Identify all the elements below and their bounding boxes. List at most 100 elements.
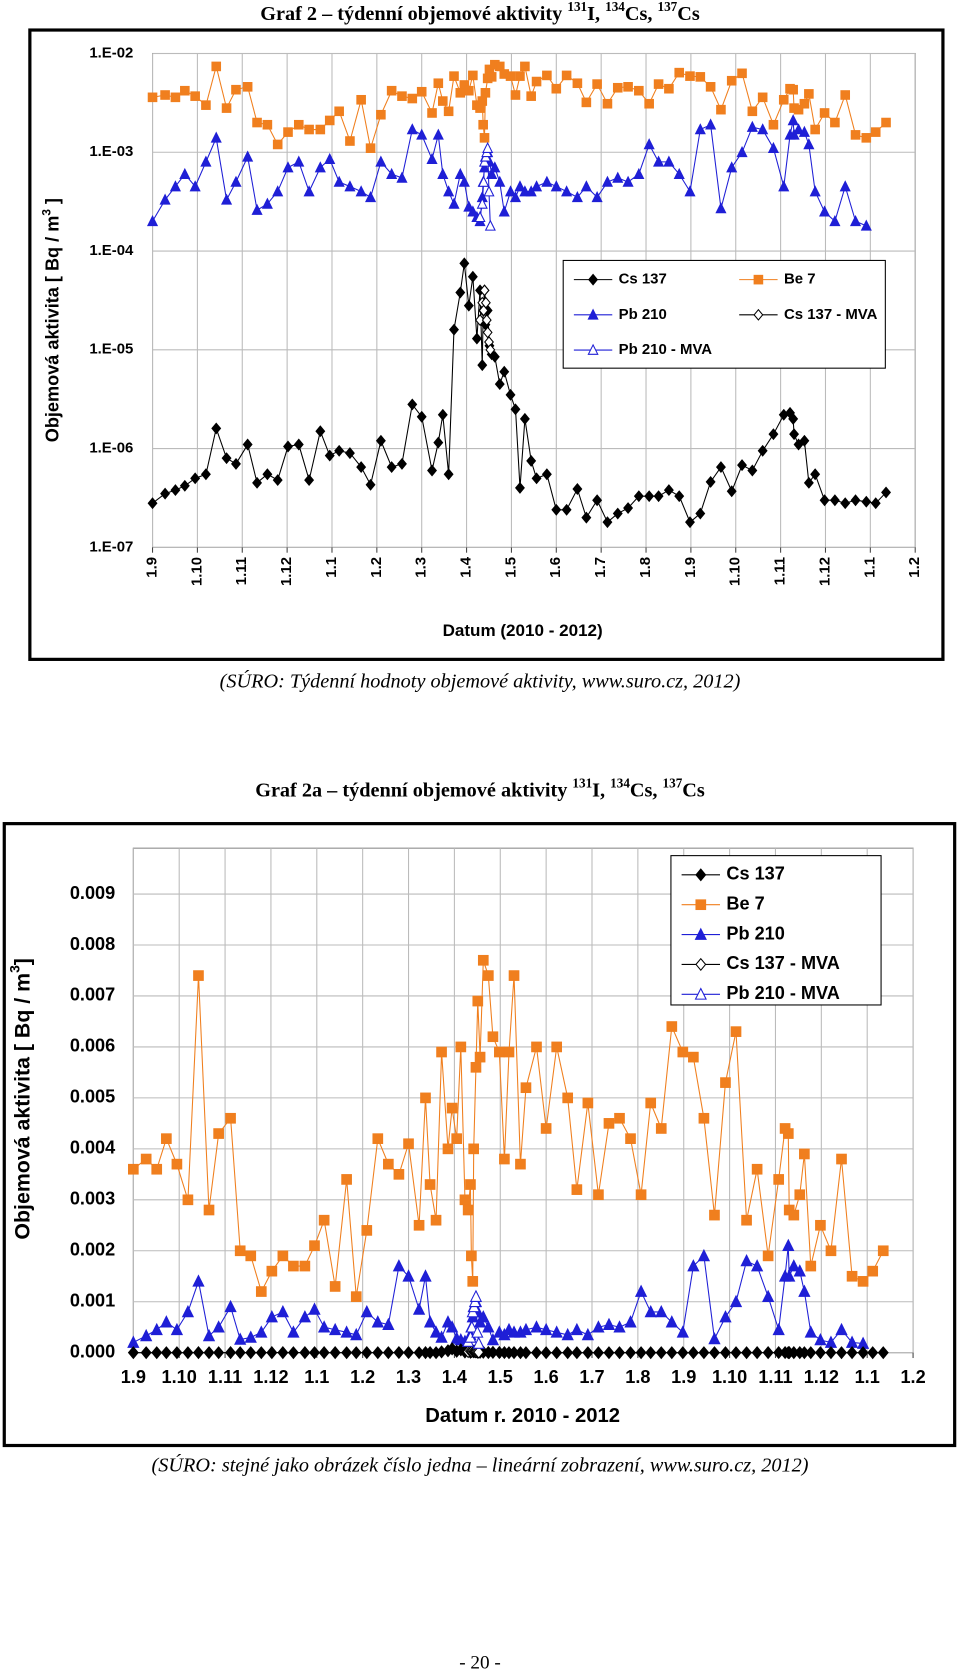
marker <box>251 203 263 215</box>
marker <box>814 1346 826 1360</box>
marker <box>663 155 675 167</box>
y-tick-label: 0.007 <box>70 985 115 1005</box>
x-tick-label: 1.11 <box>758 1367 792 1387</box>
chart-title-part: Graf 2a – týdenní objemové aktivity <box>255 779 572 801</box>
marker <box>793 104 804 115</box>
x-tick-label: 1.5 <box>488 1367 513 1387</box>
marker <box>474 1051 486 1063</box>
x-tick-label: 1.1 <box>323 557 340 578</box>
y-tick-label: 0.006 <box>70 1036 115 1056</box>
marker <box>386 85 397 96</box>
marker <box>741 1214 752 1226</box>
marker <box>580 180 592 192</box>
chart-title-sup: 134 <box>605 0 625 14</box>
marker <box>757 92 768 103</box>
marker <box>287 1346 299 1360</box>
x-tick-label: 1.4 <box>442 1367 467 1387</box>
marker <box>482 326 493 339</box>
marker <box>753 274 764 285</box>
marker <box>437 408 448 421</box>
marker <box>272 185 284 197</box>
legend-label: Cs 137 <box>726 864 784 884</box>
marker <box>592 1346 604 1360</box>
x-tick-label: 1.3 <box>413 557 430 578</box>
marker <box>819 205 831 217</box>
marker <box>531 1346 542 1360</box>
marker <box>356 94 366 105</box>
marker <box>427 108 437 118</box>
marker <box>716 104 726 115</box>
marker <box>480 88 491 98</box>
marker <box>288 1260 299 1272</box>
marker <box>210 131 222 143</box>
marker <box>494 175 506 187</box>
marker <box>634 85 644 96</box>
marker <box>472 1336 485 1349</box>
marker <box>482 141 494 153</box>
marker <box>455 88 466 98</box>
marker <box>314 161 326 173</box>
marker <box>266 1265 278 1277</box>
marker <box>881 117 891 128</box>
marker <box>541 175 553 187</box>
marker <box>442 1143 454 1155</box>
marker <box>318 1346 330 1360</box>
marker <box>140 1153 152 1165</box>
marker <box>503 1046 515 1058</box>
marker <box>261 197 273 209</box>
chart-title-sup: 131 <box>567 0 587 14</box>
marker <box>476 197 488 209</box>
y-axis-label-part: Objemová aktivita [ Bq / m <box>10 973 34 1240</box>
marker <box>551 83 562 94</box>
marker <box>799 434 810 447</box>
marker <box>458 175 470 187</box>
marker <box>726 75 737 86</box>
marker <box>430 1214 442 1226</box>
marker <box>757 444 768 457</box>
marker <box>798 1284 811 1297</box>
marker <box>424 1179 436 1190</box>
marker <box>487 1031 499 1043</box>
marker <box>498 205 510 217</box>
marker <box>695 868 707 882</box>
x-tick-label: 1.12 <box>253 1367 288 1387</box>
marker <box>788 128 800 140</box>
marker <box>448 197 460 209</box>
x-tick-label: 1.2 <box>368 557 385 578</box>
marker <box>787 1259 800 1272</box>
marker <box>539 1322 553 1336</box>
marker <box>655 1346 667 1360</box>
marker <box>459 1194 471 1206</box>
marker <box>794 1189 806 1201</box>
marker <box>190 91 200 101</box>
marker <box>653 155 665 167</box>
marker <box>201 100 211 110</box>
marker <box>190 472 201 485</box>
marker <box>592 79 602 89</box>
marker <box>376 109 386 120</box>
marker <box>146 215 159 227</box>
marker <box>719 1310 732 1323</box>
marker <box>634 1284 648 1297</box>
y-tick-label: 1.E-05 <box>89 341 133 358</box>
marker <box>762 1346 774 1360</box>
marker <box>737 68 747 79</box>
marker <box>881 486 892 499</box>
marker <box>365 143 376 153</box>
marker <box>255 1325 268 1338</box>
marker <box>475 314 485 327</box>
marker <box>614 1112 625 1124</box>
marker <box>455 1041 467 1053</box>
marker <box>375 155 387 167</box>
marker <box>420 1092 431 1104</box>
marker <box>203 1346 215 1360</box>
marker <box>252 117 262 128</box>
marker <box>520 61 530 72</box>
marker <box>200 155 212 167</box>
marker <box>416 410 427 423</box>
marker <box>746 120 758 132</box>
marker <box>454 167 466 179</box>
marker <box>747 106 758 117</box>
marker <box>815 1219 826 1231</box>
